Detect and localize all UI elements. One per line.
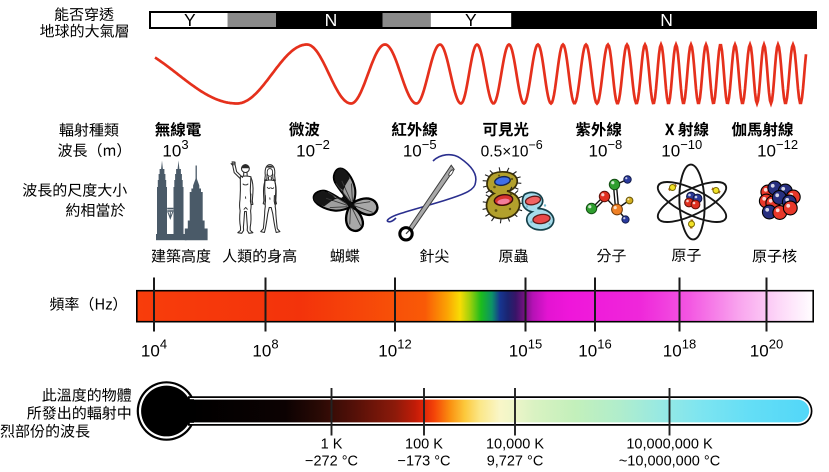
svg-text:N: N — [325, 10, 338, 30]
svg-text:1015: 1015 — [509, 336, 542, 360]
svg-text:1020: 1020 — [750, 336, 783, 360]
svg-text:Y: Y — [184, 10, 196, 30]
svg-text:0.5×10−6: 0.5×10−6 — [481, 138, 543, 161]
svg-text:10−5: 10−5 — [403, 137, 437, 161]
svg-text:10−8: 10−8 — [589, 137, 623, 161]
svg-text:104: 104 — [141, 336, 167, 360]
svg-text:1012: 1012 — [378, 336, 411, 360]
svg-text:103: 103 — [162, 137, 188, 161]
svg-text:1018: 1018 — [663, 336, 696, 360]
svg-text:1 K: 1 K — [321, 436, 343, 452]
svg-text:108: 108 — [252, 336, 278, 360]
svg-text:100 K: 100 K — [405, 436, 443, 452]
svg-text:−272 °C: −272 °C — [305, 454, 358, 470]
svg-text:10,000 K: 10,000 K — [486, 436, 544, 452]
svg-text:10−2: 10−2 — [296, 137, 330, 161]
svg-text:9,727 °C: 9,727 °C — [487, 454, 544, 470]
svg-text:10−10: 10−10 — [661, 137, 702, 161]
svg-text:N: N — [660, 10, 673, 30]
svg-text:−173 °C: −173 °C — [398, 454, 451, 470]
svg-text:10,000,000 K: 10,000,000 K — [626, 436, 713, 452]
svg-text:10−12: 10−12 — [757, 137, 798, 161]
svg-text:~10,000,000 °C: ~10,000,000 °C — [619, 454, 720, 470]
svg-text:Y: Y — [465, 10, 477, 30]
svg-text:1016: 1016 — [578, 336, 611, 360]
